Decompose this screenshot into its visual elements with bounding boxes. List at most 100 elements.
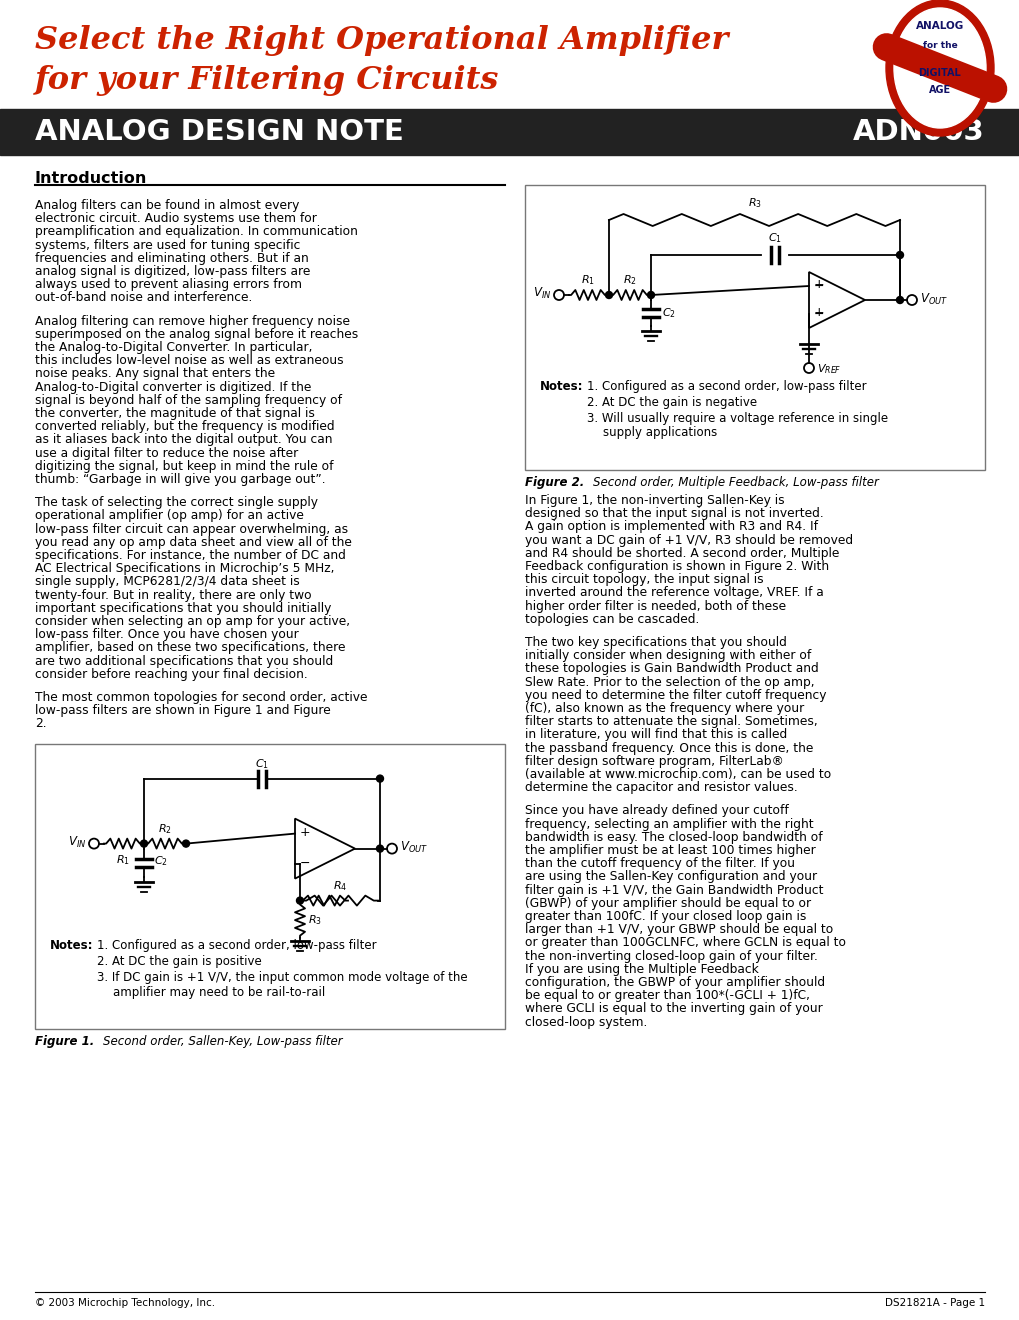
Text: Introduction: Introduction — [35, 172, 147, 186]
Text: $R_2$: $R_2$ — [158, 822, 172, 836]
Text: $R_1$: $R_1$ — [116, 854, 129, 867]
Text: $C_1$: $C_1$ — [255, 756, 269, 771]
Text: out-of-band noise and interference.: out-of-band noise and interference. — [35, 292, 252, 305]
Text: in literature, you will find that this is called: in literature, you will find that this i… — [525, 729, 787, 742]
Text: $V_{OUT}$: $V_{OUT}$ — [399, 840, 428, 855]
Ellipse shape — [886, 0, 994, 136]
Text: higher order filter is needed, both of these: higher order filter is needed, both of t… — [525, 599, 786, 612]
Text: as it aliases back into the digital output. You can: as it aliases back into the digital outp… — [35, 433, 332, 446]
Circle shape — [376, 775, 383, 783]
Text: preamplification and equalization. In communication: preamplification and equalization. In co… — [35, 226, 358, 239]
Text: By Bonnie C. Baker, Microchip Technology Inc.: By Bonnie C. Baker, Microchip Technology… — [35, 112, 323, 125]
Text: greater than 100fC. If your closed loop gain is: greater than 100fC. If your closed loop … — [525, 909, 806, 923]
Text: electronic circuit. Audio systems use them for: electronic circuit. Audio systems use th… — [35, 213, 317, 226]
Text: $C_1$: $C_1$ — [767, 231, 782, 246]
Text: twenty-four. But in reality, there are only two: twenty-four. But in reality, there are o… — [35, 589, 312, 602]
Text: the passband frequency. Once this is done, the: the passband frequency. Once this is don… — [525, 742, 812, 755]
Circle shape — [605, 292, 611, 298]
Text: $-$: $-$ — [812, 306, 823, 319]
Text: Analog filters can be found in almost every: Analog filters can be found in almost ev… — [35, 199, 300, 213]
Text: (available at www.microchip.com), can be used to: (available at www.microchip.com), can be… — [525, 768, 830, 781]
Text: Second order, Multiple Feedback, Low-pass filter: Second order, Multiple Feedback, Low-pas… — [592, 477, 878, 488]
Text: $C_2$: $C_2$ — [661, 306, 676, 319]
Text: ANALOG DESIGN NOTE: ANALOG DESIGN NOTE — [35, 117, 404, 147]
Text: than the cutoff frequency of the filter. If you: than the cutoff frequency of the filter.… — [525, 857, 794, 870]
Text: +: + — [300, 826, 310, 840]
Text: important specifications that you should initially: important specifications that you should… — [35, 602, 331, 615]
Text: frequency, selecting an amplifier with the right: frequency, selecting an amplifier with t… — [525, 817, 813, 830]
Text: systems, filters are used for tuning specific: systems, filters are used for tuning spe… — [35, 239, 300, 252]
Text: use a digital filter to reduce the noise after: use a digital filter to reduce the noise… — [35, 446, 298, 459]
Text: filter design software program, FilterLab®: filter design software program, FilterLa… — [525, 755, 784, 768]
Text: digitizing the signal, but keep in mind the rule of: digitizing the signal, but keep in mind … — [35, 459, 333, 473]
Text: the converter, the magnitude of that signal is: the converter, the magnitude of that sig… — [35, 407, 315, 420]
Text: ADN003: ADN003 — [853, 117, 984, 147]
Text: analog signal is digitized, low-pass filters are: analog signal is digitized, low-pass fil… — [35, 265, 310, 279]
Circle shape — [182, 840, 190, 847]
Text: designed so that the input signal is not inverted.: designed so that the input signal is not… — [525, 507, 823, 520]
Text: The most common topologies for second order, active: The most common topologies for second or… — [35, 690, 367, 704]
Text: for the: for the — [922, 41, 957, 50]
Text: 3. Will usually require a voltage reference in single: 3. Will usually require a voltage refere… — [586, 412, 888, 425]
Text: $R_2$: $R_2$ — [623, 273, 636, 286]
Text: signal is beyond half of the sampling frequency of: signal is beyond half of the sampling fr… — [35, 393, 341, 407]
Text: 2. At DC the gain is positive: 2. At DC the gain is positive — [97, 954, 262, 968]
Text: noise peaks. Any signal that enters the: noise peaks. Any signal that enters the — [35, 367, 275, 380]
Text: Figure 2.: Figure 2. — [525, 477, 584, 488]
FancyArrowPatch shape — [886, 48, 993, 88]
Text: In Figure 1, the non-inverting Sallen-Key is: In Figure 1, the non-inverting Sallen-Ke… — [525, 494, 784, 507]
Text: The two key specifications that you should: The two key specifications that you shou… — [525, 636, 786, 649]
Text: topologies can be cascaded.: topologies can be cascaded. — [525, 612, 699, 626]
Text: determine the capacitor and resistor values.: determine the capacitor and resistor val… — [525, 781, 797, 795]
Text: $V_{OUT}$: $V_{OUT}$ — [919, 292, 948, 306]
Text: superimposed on the analog signal before it reaches: superimposed on the analog signal before… — [35, 327, 358, 341]
Text: configuration, the GBWP of your amplifier should: configuration, the GBWP of your amplifie… — [525, 975, 824, 989]
Text: initially consider when designing with either of: initially consider when designing with e… — [525, 649, 810, 663]
Text: Second order, Sallen-Key, Low-pass filter: Second order, Sallen-Key, Low-pass filte… — [103, 1035, 342, 1048]
Text: +: + — [813, 279, 823, 292]
Text: supply applications: supply applications — [602, 426, 716, 440]
Text: $R_3$: $R_3$ — [747, 197, 761, 210]
Text: bandwidth is easy. The closed-loop bandwidth of: bandwidth is easy. The closed-loop bandw… — [525, 830, 821, 843]
Circle shape — [376, 845, 383, 853]
Text: AGE: AGE — [928, 84, 950, 95]
Text: Figure 1.: Figure 1. — [35, 1035, 94, 1048]
Text: filter gain is +1 V/V, the Gain Bandwidth Product: filter gain is +1 V/V, the Gain Bandwidt… — [525, 883, 822, 896]
Text: +: + — [813, 306, 823, 319]
Text: or greater than 100GCLNFC, where GCLN is equal to: or greater than 100GCLNFC, where GCLN is… — [525, 936, 845, 949]
Circle shape — [297, 898, 304, 904]
Text: Since you have already defined your cutoff: Since you have already defined your cuto… — [525, 804, 788, 817]
Text: the Analog-to-Digital Converter. In particular,: the Analog-to-Digital Converter. In part… — [35, 341, 312, 354]
Text: larger than +1 V/V, your GBWP should be equal to: larger than +1 V/V, your GBWP should be … — [525, 923, 833, 936]
Text: $R_3$: $R_3$ — [308, 913, 322, 927]
Circle shape — [896, 297, 903, 304]
Text: these topologies is Gain Bandwidth Product and: these topologies is Gain Bandwidth Produ… — [525, 663, 818, 676]
Text: DS21821A - Page 1: DS21821A - Page 1 — [884, 1298, 984, 1308]
Text: 2.: 2. — [35, 717, 47, 730]
Text: the non-inverting closed-loop gain of your filter.: the non-inverting closed-loop gain of yo… — [525, 949, 817, 962]
Text: Select the Right Operational Amplifier: Select the Right Operational Amplifier — [35, 25, 728, 55]
Text: single supply, MCP6281/2/3/4 data sheet is: single supply, MCP6281/2/3/4 data sheet … — [35, 576, 300, 589]
Text: consider before reaching your final decision.: consider before reaching your final deci… — [35, 668, 308, 681]
Text: 2. At DC the gain is negative: 2. At DC the gain is negative — [586, 396, 756, 409]
Text: thumb: “Garbage in will give you garbage out”.: thumb: “Garbage in will give you garbage… — [35, 473, 325, 486]
Text: are two additional specifications that you should: are two additional specifications that y… — [35, 655, 333, 668]
Text: low-pass filter. Once you have chosen your: low-pass filter. Once you have chosen yo… — [35, 628, 299, 642]
Text: you read any op amp data sheet and view all of the: you read any op amp data sheet and view … — [35, 536, 352, 549]
Text: Analog filtering can remove higher frequency noise: Analog filtering can remove higher frequ… — [35, 314, 350, 327]
Text: the amplifier must be at least 100 times higher: the amplifier must be at least 100 times… — [525, 843, 815, 857]
Text: © 2003 Microchip Technology, Inc.: © 2003 Microchip Technology, Inc. — [35, 1298, 215, 1308]
Text: low-pass filter circuit can appear overwhelming, as: low-pass filter circuit can appear overw… — [35, 523, 347, 536]
Text: $R_1$: $R_1$ — [581, 273, 594, 286]
Text: closed-loop system.: closed-loop system. — [525, 1015, 647, 1028]
Text: $C_2$: $C_2$ — [154, 854, 168, 867]
Text: ANALOG: ANALOG — [915, 21, 963, 30]
Text: A gain option is implemented with R3 and R4. If: A gain option is implemented with R3 and… — [525, 520, 817, 533]
Text: $-$: $-$ — [812, 279, 823, 292]
Text: Feedback configuration is shown in Figure 2. With: Feedback configuration is shown in Figur… — [525, 560, 828, 573]
Text: $V_{IN}$: $V_{IN}$ — [532, 285, 550, 301]
Text: amplifier, based on these two specifications, there: amplifier, based on these two specificat… — [35, 642, 345, 655]
Bar — [0, 110, 1019, 154]
Text: amplifier may need to be rail-to-rail: amplifier may need to be rail-to-rail — [113, 986, 325, 999]
Circle shape — [896, 252, 903, 259]
